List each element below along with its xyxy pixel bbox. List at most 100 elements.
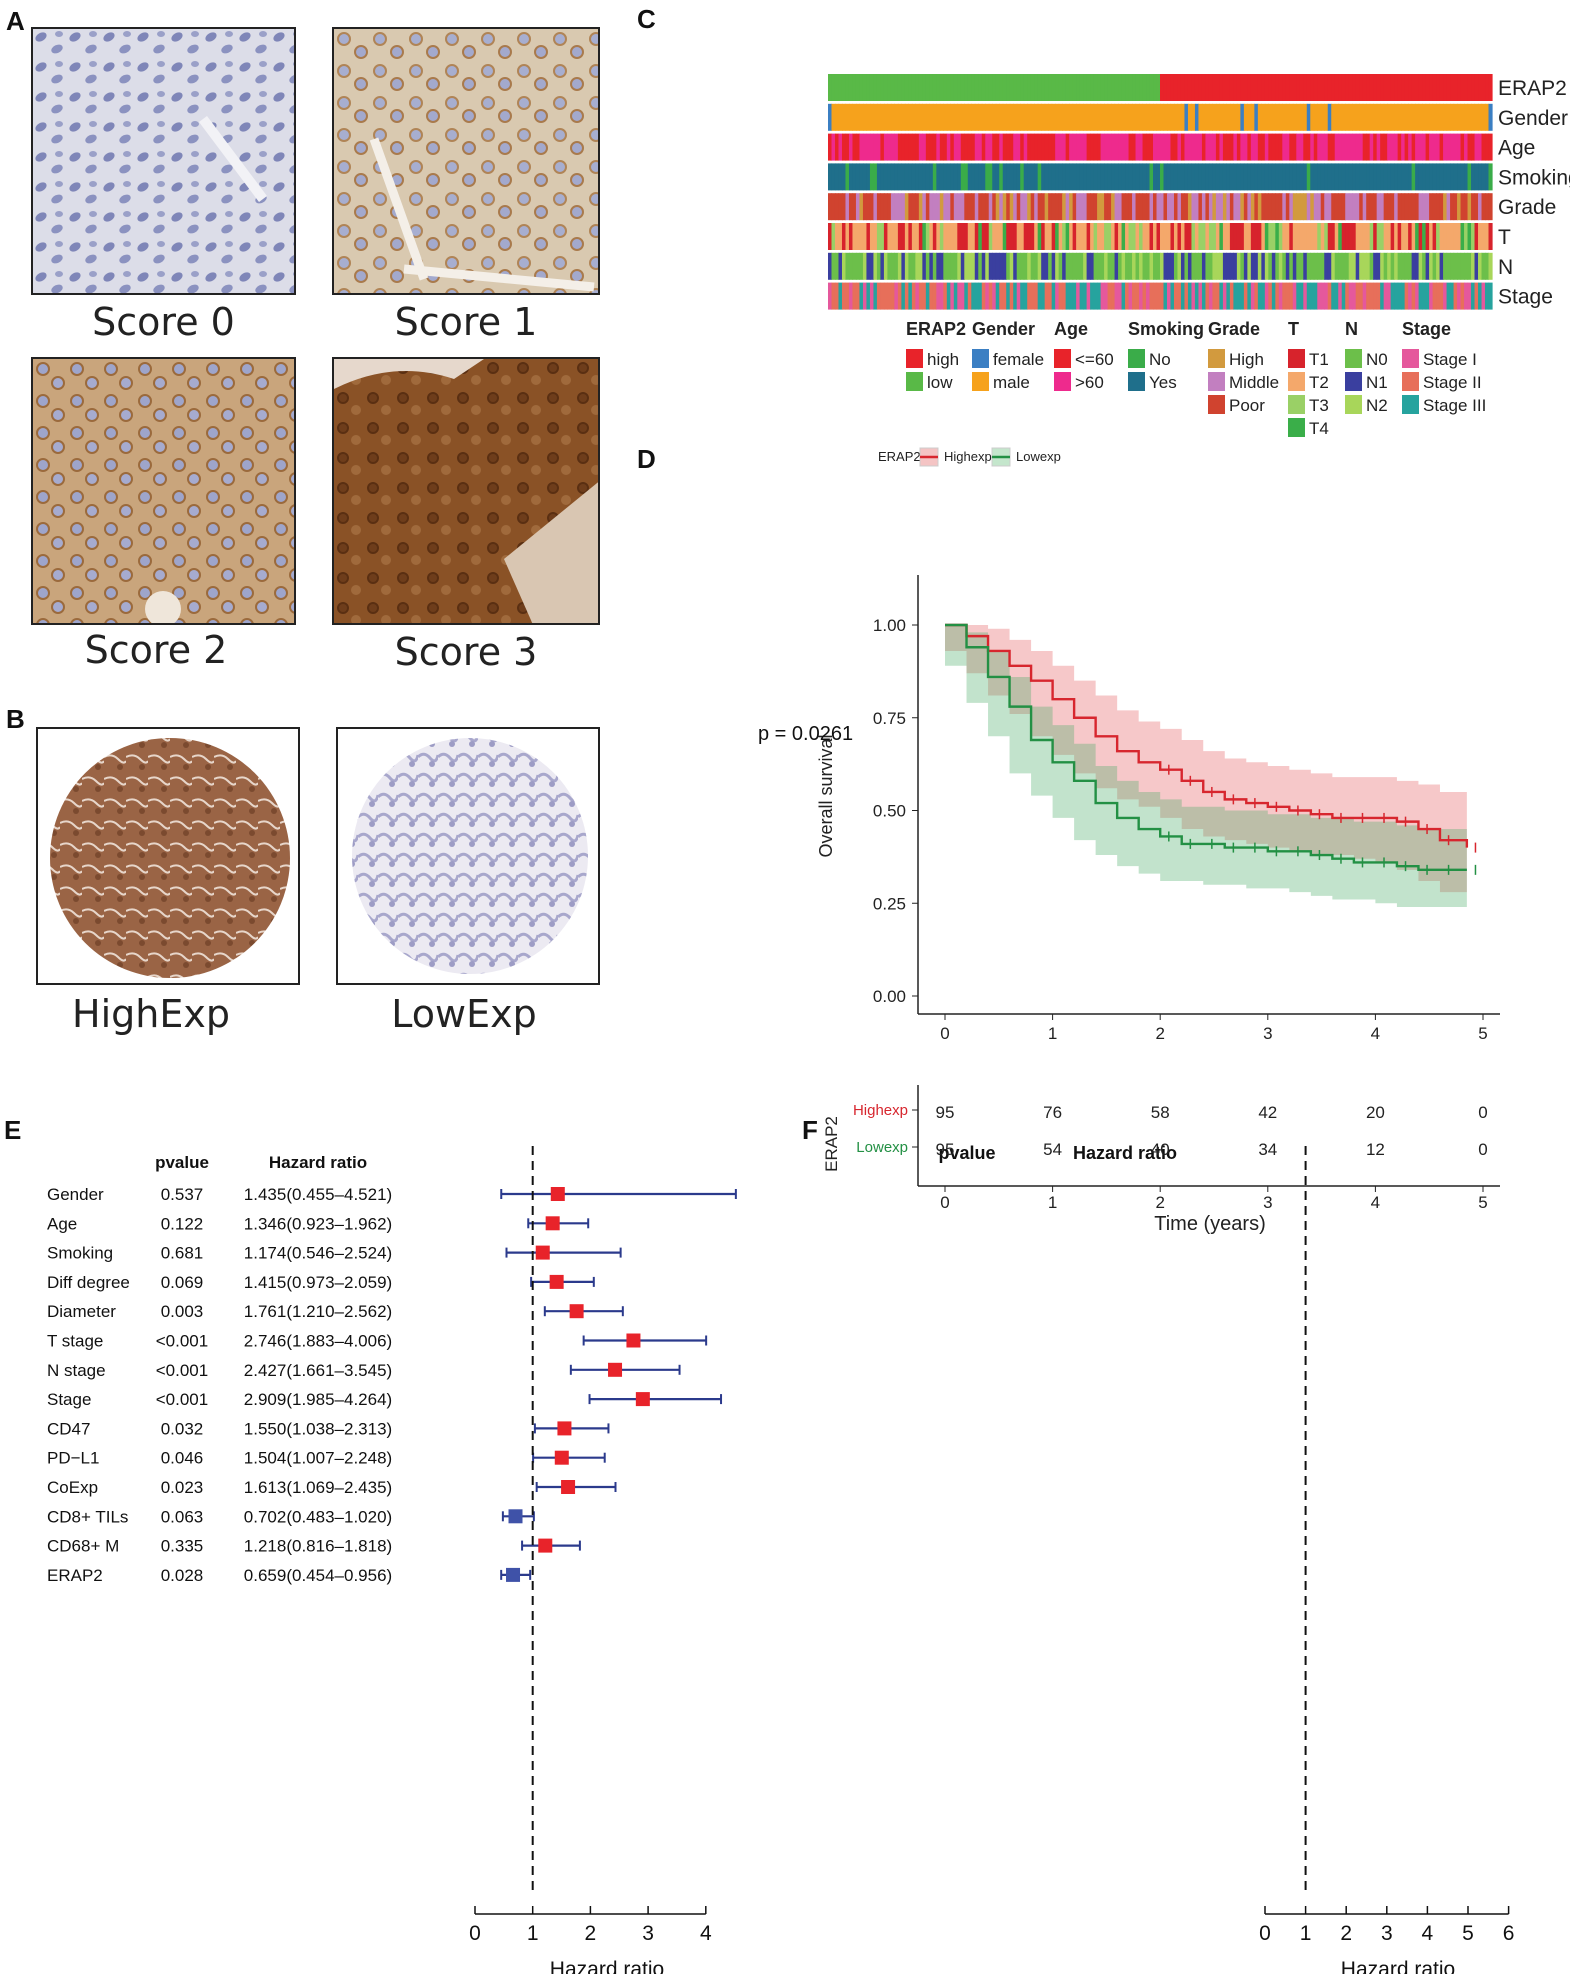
- forest-row-pvalue: 0.032: [161, 1419, 204, 1438]
- risk-x-tick: 0: [940, 1193, 949, 1212]
- forest-row-label: Stage: [47, 1390, 91, 1409]
- legend-swatch: [1288, 395, 1305, 414]
- legend-swatch: [972, 349, 989, 368]
- forest-row-hr: 2.746(1.883–4.006): [244, 1332, 392, 1351]
- forest-x-tick: 5: [1462, 1922, 1474, 1945]
- forest-row-hr: 1.613(1.069–2.435): [244, 1478, 392, 1497]
- legend-label: T2: [1309, 373, 1329, 392]
- panel-letter-f: F: [802, 1115, 818, 1145]
- legend-label: female: [993, 350, 1044, 369]
- forest-x-tick: 1: [527, 1922, 539, 1945]
- forest-x-tick: 3: [1381, 1922, 1393, 1945]
- forest-point: [506, 1567, 521, 1582]
- forest-row-pvalue: 0.003: [161, 1302, 204, 1321]
- forest-point: [538, 1538, 553, 1553]
- panel-d-letter: D: [637, 444, 656, 474]
- forest-row-hr: 1.415(0.973–2.059): [244, 1273, 392, 1292]
- km-survival-plot: 0.000.250.500.751.00012345Time (years)Ov…: [758, 447, 1500, 1040]
- forest-point: [635, 1392, 650, 1407]
- km-x-tick: 2: [1155, 1024, 1164, 1040]
- forest-point: [508, 1509, 523, 1524]
- forest-row-label: PD−L1: [47, 1449, 99, 1468]
- heatmap-row-t: [828, 223, 1493, 250]
- forest-row-label: CD8+ TILs: [47, 1507, 128, 1526]
- forest-row-hr: 1.761(1.210–2.562): [244, 1302, 392, 1321]
- legend-label: N0: [1366, 350, 1388, 369]
- risk-count: 0: [1478, 1103, 1487, 1122]
- legend-swatch: [1402, 349, 1419, 368]
- legend-swatch: [1288, 418, 1305, 437]
- forest-row-pvalue: 0.681: [161, 1244, 204, 1263]
- heatmap-row-label-gender: Gender: [1498, 107, 1568, 130]
- forest-row-hr: 1.218(0.816–1.818): [244, 1537, 392, 1556]
- legend-label: T3: [1309, 396, 1329, 415]
- legend-label: >60: [1075, 373, 1104, 392]
- caption-score-2: Score 2: [84, 628, 228, 672]
- col-header-hazard-ratio: Hazard ratio: [269, 1153, 367, 1172]
- forest-x-label: Hazard ratio: [550, 1958, 664, 1974]
- forest-row-hr: 1.346(0.923–1.962): [244, 1214, 392, 1233]
- heatmap-row-label-age: Age: [1498, 137, 1535, 160]
- risk-count: 58: [1151, 1103, 1170, 1122]
- legend-swatch: [1054, 349, 1071, 368]
- risk-count: 12: [1366, 1140, 1385, 1159]
- legend-swatch: [1128, 349, 1145, 368]
- forest-x-tick: 0: [1259, 1922, 1271, 1945]
- ihc-image-score-2: [31, 357, 296, 625]
- legend-swatch: [1208, 395, 1225, 414]
- legend-swatch: [1345, 349, 1362, 368]
- km-x-tick: 3: [1263, 1024, 1272, 1040]
- heatmap-row-label-erap2: ERAP2: [1498, 77, 1567, 100]
- legend-swatch: [1288, 349, 1305, 368]
- km-y-tick: 0.75: [873, 709, 906, 728]
- forest-x-tick: 0: [469, 1922, 481, 1945]
- km-y-tick: 0.50: [873, 802, 906, 821]
- km-legend-label-lowexp: Lowexp: [1016, 449, 1061, 464]
- legend-title-smoking: Smoking: [1128, 319, 1204, 339]
- panel-b-letter: B: [6, 704, 25, 734]
- col-header-pvalue: pvalue: [155, 1153, 209, 1172]
- km-y-label: Overall survival: [816, 734, 836, 857]
- forest-row-pvalue: <0.001: [156, 1361, 208, 1380]
- legend-swatch: [1208, 372, 1225, 391]
- heatmap-row-n: [828, 252, 1493, 280]
- legend-label: high: [927, 350, 959, 369]
- tma-core-high: [36, 727, 300, 985]
- heatmap-row-smoking: [828, 163, 1493, 191]
- risk-count: 76: [1043, 1103, 1062, 1122]
- forest-x-tick: 2: [585, 1922, 597, 1945]
- forest-x-tick: 1: [1300, 1922, 1312, 1945]
- legend-label: <=60: [1075, 350, 1114, 369]
- forest-row-hr: 2.909(1.985–4.264): [244, 1390, 392, 1409]
- forest-row-label: Diff degree: [47, 1273, 130, 1292]
- legend-label: Yes: [1149, 373, 1177, 392]
- legend-swatch: [906, 349, 923, 368]
- forest-x-label: Hazard ratio: [1341, 1958, 1455, 1974]
- risk-x-tick: 5: [1478, 1193, 1487, 1212]
- forest-row-label: Smoking: [47, 1244, 113, 1263]
- forest-row-label: T stage: [47, 1332, 103, 1351]
- forest-point: [569, 1304, 584, 1319]
- risk-x-tick: 4: [1371, 1193, 1380, 1212]
- risk-table-title: ERAP2: [822, 1116, 841, 1172]
- forest-row-label: Age: [47, 1214, 77, 1233]
- km-x-tick: 0: [940, 1024, 949, 1040]
- legend-label: Stage I: [1423, 350, 1477, 369]
- risk-row-label-lowexp: Lowexp: [856, 1139, 908, 1156]
- caption-score-0: Score 0: [92, 300, 235, 344]
- legend-swatch: [1345, 372, 1362, 391]
- legend-title-age: Age: [1054, 319, 1088, 339]
- forest-x-tick: 4: [1422, 1922, 1434, 1945]
- panel-a-letter: A: [6, 6, 25, 36]
- forest-row-label: N stage: [47, 1361, 106, 1380]
- panel-letter-e: E: [4, 1115, 21, 1145]
- legend-label: Stage III: [1423, 396, 1486, 415]
- tma-core-low: [336, 727, 600, 985]
- legend-label: low: [927, 373, 953, 392]
- forest-point: [545, 1216, 560, 1231]
- forest-row-pvalue: 0.063: [161, 1507, 204, 1526]
- forest-row-pvalue: <0.001: [156, 1332, 208, 1351]
- forest-point: [554, 1450, 569, 1465]
- km-x-tick: 4: [1371, 1024, 1380, 1040]
